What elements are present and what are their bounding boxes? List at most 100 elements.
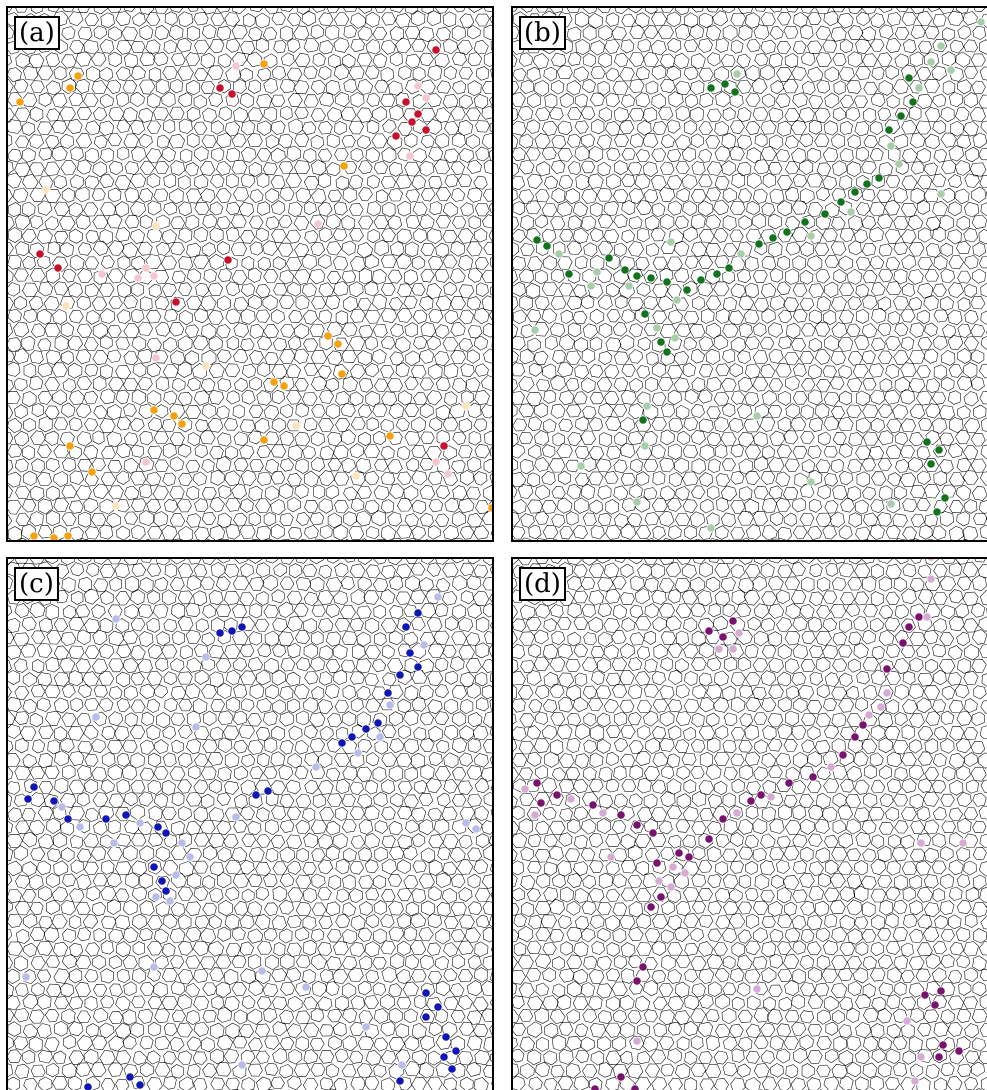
- highlighted-cell: [746, 796, 756, 806]
- highlighted-cell: [696, 275, 706, 285]
- highlighted-cell: [932, 507, 942, 517]
- faint-cell: [111, 614, 121, 624]
- faint-cell: [530, 325, 540, 335]
- highlighted-cell: [850, 732, 860, 742]
- cell-edges: [6, 6, 494, 542]
- highlighted-cell: [323, 331, 333, 341]
- faint-cell: [734, 628, 744, 638]
- highlighted-cell: [53, 263, 63, 273]
- faint-cell: [151, 221, 161, 231]
- faint-cell: [41, 185, 51, 195]
- highlighted-cell: [730, 87, 740, 97]
- faint-cell: [471, 824, 481, 834]
- highlighted-cell: [820, 209, 830, 219]
- highlighted-cell: [938, 1040, 948, 1050]
- highlighted-cell: [161, 828, 171, 838]
- faint-cell: [936, 189, 946, 199]
- faint-cell: [666, 882, 676, 892]
- faint-cell: [680, 868, 690, 878]
- highlighted-cell: [754, 239, 764, 249]
- faint-cell: [642, 401, 652, 411]
- faint-cell: [926, 557, 936, 562]
- highlighted-cell: [620, 265, 630, 275]
- faint-cell: [141, 263, 151, 273]
- faint-cell: [736, 249, 746, 259]
- highlighted-cell: [718, 814, 728, 824]
- faint-cell: [109, 838, 119, 848]
- faint-cell: [926, 57, 936, 67]
- highlighted-cell: [720, 79, 730, 89]
- cell-tessellation-a: [6, 6, 494, 542]
- faint-cell: [666, 237, 676, 247]
- faint-cell: [57, 802, 67, 812]
- panel-label-d: (d): [519, 567, 566, 601]
- faint-cell: [171, 870, 181, 880]
- highlighted-cell: [279, 381, 289, 391]
- faint-cell: [586, 281, 596, 291]
- highlighted-cell: [908, 97, 918, 107]
- highlighted-cell: [926, 459, 936, 469]
- cell-grid: [6, 6, 494, 542]
- highlighted-cell: [638, 962, 648, 972]
- cell-tessellation-d: [511, 557, 987, 1090]
- highlighted-cell: [269, 377, 279, 387]
- highlighted-cell: [630, 1084, 640, 1090]
- highlighted-cell: [882, 664, 892, 674]
- faint-cell: [652, 323, 662, 333]
- faint-cell: [876, 702, 886, 712]
- faint-cell: [728, 644, 738, 654]
- faint-cell: [936, 41, 946, 51]
- highlighted-cell: [395, 670, 405, 680]
- highlighted-cell: [259, 435, 269, 445]
- highlighted-cell: [333, 339, 343, 349]
- faint-cell: [191, 722, 201, 732]
- highlighted-cell: [439, 1052, 449, 1062]
- highlighted-cell: [215, 83, 225, 93]
- highlighted-cell: [23, 794, 33, 804]
- highlighted-cell: [421, 988, 431, 998]
- faint-cell: [111, 501, 121, 511]
- faint-cell: [976, 17, 986, 27]
- faint-cell: [165, 896, 175, 906]
- highlighted-cell: [161, 886, 171, 896]
- faint-cell: [91, 712, 101, 722]
- highlighted-cell: [337, 369, 347, 379]
- highlighted-cell: [339, 161, 349, 171]
- highlighted-cell: [451, 1046, 461, 1056]
- faint-cell: [257, 966, 267, 976]
- highlighted-cell: [447, 1064, 457, 1074]
- highlighted-cell: [662, 347, 672, 357]
- faint-cell: [21, 972, 31, 982]
- highlighted-cell: [536, 798, 546, 808]
- faint-cell: [231, 812, 241, 822]
- highlighted-cell: [782, 227, 792, 237]
- highlighted-cell: [858, 720, 868, 730]
- faint-cell: [135, 818, 145, 828]
- highlighted-cell: [532, 778, 542, 788]
- highlighted-cell: [73, 71, 83, 81]
- faint-cell: [766, 792, 776, 802]
- highlighted-cell: [237, 622, 247, 632]
- highlighted-cell: [724, 263, 734, 273]
- faint-cell: [443, 469, 453, 479]
- highlighted-cell: [632, 271, 642, 281]
- highlighted-cell: [588, 800, 598, 810]
- faint-cell: [61, 301, 71, 311]
- faint-cell: [592, 267, 602, 277]
- highlighted-cell: [616, 1072, 626, 1082]
- faint-cell: [405, 151, 415, 161]
- highlighted-cell: [656, 892, 666, 902]
- faint-cell: [916, 1052, 926, 1062]
- faint-cell: [361, 1022, 371, 1032]
- faint-cell: [632, 1036, 642, 1046]
- faint-cell: [421, 93, 431, 103]
- faint-cell: [177, 838, 187, 848]
- faint-cell: [640, 441, 650, 451]
- highlighted-cell: [632, 820, 642, 830]
- faint-cell: [668, 862, 678, 872]
- highlighted-cell: [632, 976, 642, 986]
- faint-cell: [461, 818, 471, 828]
- faint-cell: [149, 962, 159, 972]
- highlighted-cell: [564, 269, 574, 279]
- faint-cell: [301, 982, 311, 992]
